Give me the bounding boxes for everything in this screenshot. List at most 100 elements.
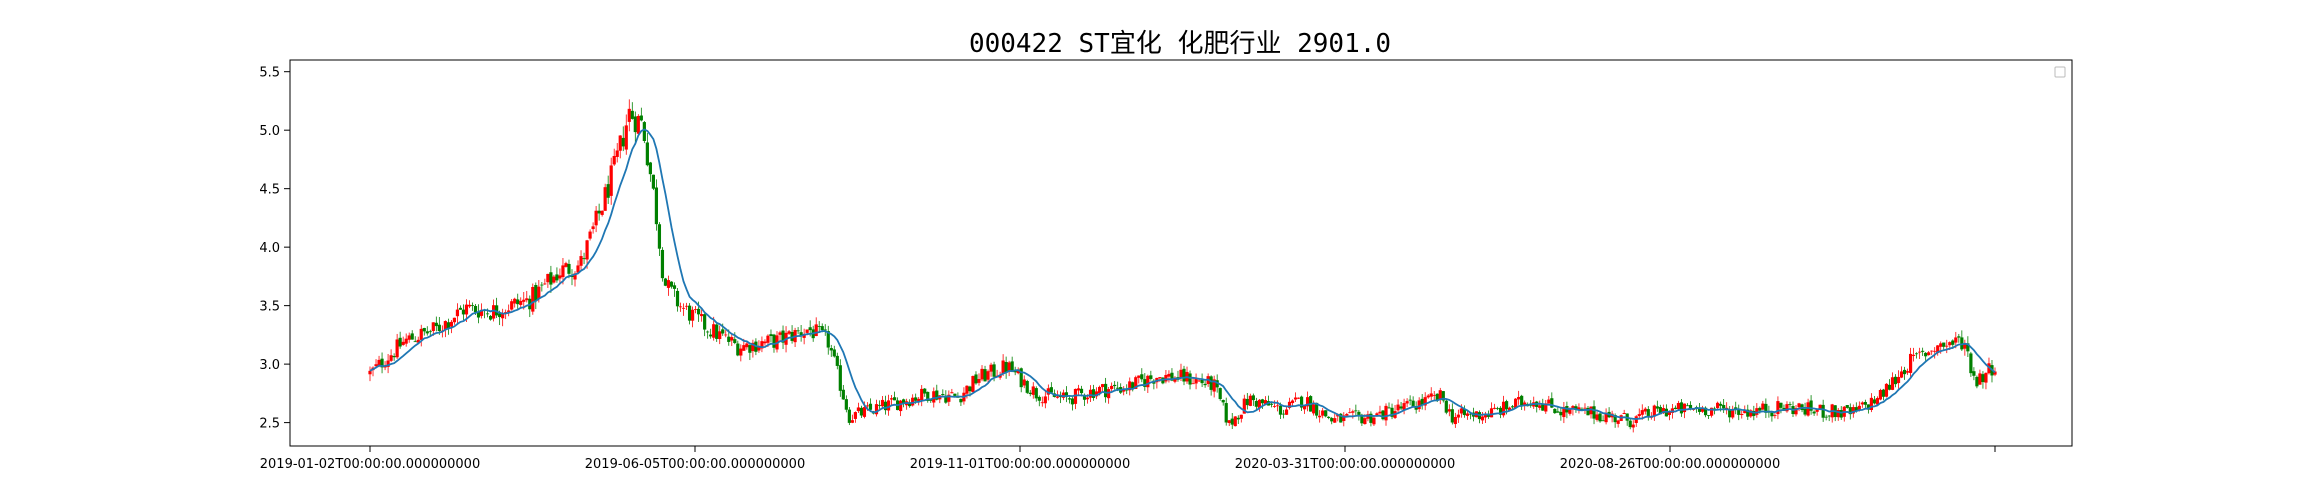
candle [959, 398, 963, 406]
candle [1776, 396, 1780, 420]
candle [1911, 347, 1916, 362]
candle [950, 388, 954, 394]
candle [1875, 396, 1880, 406]
candle [1333, 413, 1337, 423]
candle [651, 174, 655, 191]
candle [1245, 393, 1249, 410]
candle [1378, 405, 1382, 416]
candle [1731, 405, 1735, 420]
candle [1520, 394, 1524, 411]
candle [1070, 397, 1075, 411]
candle [1004, 356, 1008, 379]
candle [763, 339, 767, 346]
candle [1161, 377, 1165, 385]
candle [1643, 407, 1647, 415]
candle [1306, 391, 1310, 412]
candle [832, 345, 836, 358]
candle [856, 402, 861, 414]
candle [639, 107, 643, 122]
candle [1908, 347, 1913, 378]
candle [1598, 412, 1602, 423]
candle [1203, 380, 1207, 388]
candle [1746, 404, 1750, 420]
chart-title: 000422 ST宜化 化肥行业 2901.0 [969, 29, 1391, 59]
candle [1354, 404, 1358, 416]
candle [748, 342, 752, 361]
candle [1972, 367, 1976, 381]
candle [1236, 415, 1240, 425]
candle [1432, 391, 1436, 401]
candle [1878, 388, 1883, 401]
y-tick-label-5: 5.0 [259, 124, 280, 139]
candle [612, 148, 616, 166]
candle [1872, 395, 1877, 405]
candle [1315, 402, 1319, 419]
candle [703, 313, 707, 337]
candle [597, 203, 601, 221]
candle [778, 330, 782, 342]
candle [386, 353, 390, 374]
candle [1860, 401, 1864, 408]
candle [1342, 412, 1346, 427]
candle [1194, 373, 1198, 390]
x-tick-label-3: 2020-03-31T00:00:00.000000000 [1235, 457, 1455, 472]
candle [1281, 409, 1286, 419]
candle [594, 206, 598, 233]
candle [1960, 330, 1964, 351]
candle [706, 330, 710, 339]
candle [558, 268, 562, 285]
candle [1616, 419, 1620, 428]
candle [1978, 369, 1982, 385]
candle [582, 252, 586, 265]
candle [1815, 409, 1819, 416]
candle [889, 394, 894, 406]
y-tick-label-6: 5.5 [259, 66, 280, 81]
candle [1492, 403, 1497, 410]
candle [799, 324, 803, 342]
candle [1022, 375, 1026, 389]
candle [923, 387, 927, 397]
candle [1547, 395, 1551, 404]
candle [1679, 398, 1684, 417]
candle [947, 390, 951, 406]
candle [666, 275, 671, 296]
candle [1821, 399, 1825, 422]
candle [1465, 410, 1470, 420]
y-tick-label-1: 3.0 [259, 358, 280, 373]
candle [1556, 407, 1560, 413]
candle [1936, 345, 1940, 356]
candle [1064, 386, 1069, 403]
candle [636, 114, 640, 135]
candle [389, 349, 393, 363]
candle [621, 126, 625, 152]
candle [690, 306, 695, 328]
candle [1544, 399, 1548, 414]
candle [883, 395, 888, 415]
candle [1339, 412, 1343, 423]
candle [790, 325, 794, 344]
candle [1884, 383, 1889, 398]
candle [751, 339, 755, 358]
candle [1631, 420, 1635, 433]
candle [404, 333, 408, 347]
candle [769, 329, 773, 343]
candle [1384, 403, 1388, 426]
candle [853, 411, 857, 423]
candle [543, 278, 547, 285]
candle [579, 250, 583, 272]
candle [1107, 386, 1111, 404]
candle [531, 283, 535, 315]
candle [1272, 400, 1277, 408]
candle [422, 327, 426, 336]
candle [859, 405, 864, 419]
candle [1348, 407, 1352, 414]
candle [817, 321, 821, 333]
candle [1284, 406, 1289, 415]
candle [1571, 405, 1575, 416]
candle [669, 281, 674, 289]
candle [1595, 411, 1599, 422]
candle [470, 302, 475, 311]
candle [1646, 406, 1650, 421]
candle [564, 261, 568, 268]
candle [1535, 400, 1539, 413]
